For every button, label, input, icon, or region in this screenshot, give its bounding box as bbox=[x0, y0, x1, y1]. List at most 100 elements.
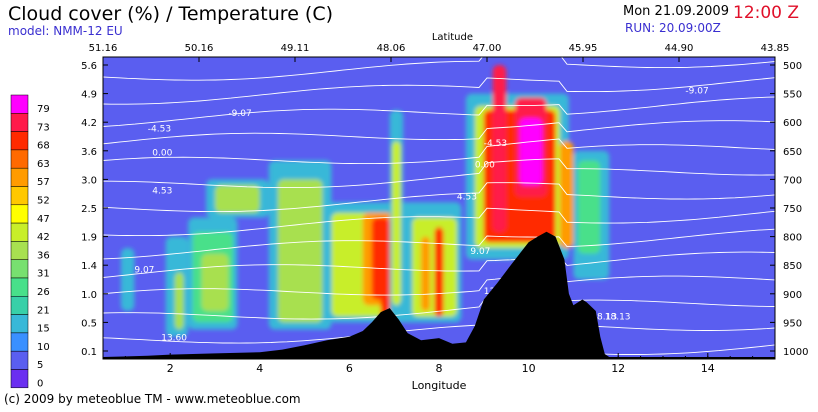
y-tick-label: 3.6 bbox=[81, 147, 97, 158]
x-tick-label: 6 bbox=[346, 362, 353, 375]
cloud-field bbox=[120, 65, 610, 337]
legend-swatch bbox=[10, 332, 29, 352]
legend-swatch bbox=[10, 167, 29, 187]
isotherm-line bbox=[103, 96, 775, 127]
legend-label: 0 bbox=[37, 379, 43, 390]
copyright-footer: (c) 2009 by meteoblue TM - www.meteoblue… bbox=[4, 392, 301, 406]
legend-swatch bbox=[10, 186, 29, 206]
isotherm-label: -4.53 bbox=[484, 139, 507, 149]
y2-tick-label: 850 bbox=[783, 261, 802, 272]
x-tick-label: 10 bbox=[522, 362, 536, 375]
legend-swatch bbox=[10, 149, 29, 169]
x2-tick-label: 47.00 bbox=[473, 43, 502, 54]
x2-axis-label: Latitude bbox=[432, 32, 473, 43]
x2-tick-label: 44.90 bbox=[665, 43, 694, 54]
legend-swatch bbox=[10, 314, 29, 334]
x-tick-label: 12 bbox=[611, 362, 625, 375]
legend-swatch bbox=[10, 277, 29, 297]
y-tick-label: 1.0 bbox=[81, 290, 97, 301]
y-tick-label: 0.1 bbox=[81, 347, 97, 358]
legend-label: 73 bbox=[37, 122, 50, 133]
cloud-cell bbox=[371, 217, 390, 300]
cloud-cell bbox=[215, 185, 260, 213]
isotherm-line bbox=[103, 57, 775, 81]
legend-swatch bbox=[10, 259, 29, 279]
isotherm-line bbox=[103, 272, 775, 296]
legend-swatch bbox=[10, 204, 29, 224]
y-tick-label: 3.0 bbox=[81, 175, 97, 186]
y2-tick-label: 600 bbox=[783, 118, 802, 129]
isotherm-line bbox=[103, 158, 775, 189]
x2-tick-label: 51.16 bbox=[89, 43, 118, 54]
x2-tick-label: 45.95 bbox=[569, 43, 598, 54]
y2-tick-label: 800 bbox=[783, 233, 802, 244]
legend-swatch bbox=[10, 241, 29, 260]
date-label: Mon 21.09.2009 bbox=[623, 4, 729, 19]
isotherm-line bbox=[103, 77, 775, 105]
y-tick-label: 1.4 bbox=[81, 261, 97, 272]
x2-tick-label: 50.16 bbox=[185, 43, 214, 54]
cloud-cell bbox=[519, 118, 543, 186]
time-label: 12:00 Z bbox=[733, 3, 800, 23]
legend-label: 21 bbox=[37, 305, 50, 316]
isotherm-label: -4.53 bbox=[148, 125, 171, 135]
legend-swatch bbox=[10, 350, 29, 370]
cloud-cell bbox=[201, 253, 229, 311]
x2-tick-label: 49.11 bbox=[281, 43, 310, 54]
cloud-cell bbox=[120, 248, 135, 311]
y-tick-label: 4.9 bbox=[81, 90, 97, 101]
y2-tick-label: 900 bbox=[783, 290, 802, 301]
legend-label: 26 bbox=[37, 287, 50, 298]
legend-label: 31 bbox=[37, 269, 50, 280]
model-label: model: NMM-12 EU bbox=[8, 24, 123, 38]
legend-swatch bbox=[10, 222, 29, 242]
isotherm-label: 0.00 bbox=[152, 149, 172, 159]
legend-label: 63 bbox=[37, 159, 50, 170]
isotherm-label: 4.53 bbox=[152, 187, 172, 197]
isotherm-line bbox=[103, 120, 775, 145]
y2-tick-label: 550 bbox=[783, 90, 802, 101]
legend-label: 36 bbox=[37, 250, 50, 261]
isotherm-label: 18.13 bbox=[591, 313, 617, 323]
y2-tick-label: 700 bbox=[783, 175, 802, 186]
axes-layer: 2 4 6 8 10 12 14 Longitude 51.16 50.16 49.11 48.06 4… bbox=[81, 32, 808, 392]
y-tick-label: 5.6 bbox=[81, 61, 97, 72]
x-tick-label: 14 bbox=[701, 362, 715, 375]
legend-layer: 79 73 68 63 57 52 47 42 36 31 26 21 15 10 5 0 bbox=[10, 94, 50, 390]
isotherm-line bbox=[103, 182, 775, 213]
legend-label: 57 bbox=[37, 177, 50, 188]
isotherm-line bbox=[103, 138, 775, 165]
cloud-cell bbox=[391, 141, 401, 306]
isotherm-label: -9.07 bbox=[685, 87, 708, 97]
x2-tick-label: 48.06 bbox=[377, 43, 406, 54]
y2-tick-label: 500 bbox=[783, 61, 802, 72]
cloud-cell bbox=[421, 236, 431, 311]
x-tick-label: 4 bbox=[256, 362, 263, 375]
isotherm-label: -9.07 bbox=[228, 109, 251, 119]
y-tick-label: 0.5 bbox=[81, 318, 97, 329]
isotherm-label: 13.60 bbox=[161, 333, 187, 343]
isotherm-label: 9.07 bbox=[470, 247, 490, 257]
isotherm-line bbox=[103, 313, 775, 344]
legend-label: 52 bbox=[37, 196, 50, 207]
isotherm-label: 4.53 bbox=[457, 192, 477, 202]
legend-label: 68 bbox=[37, 141, 50, 152]
y2-tick-label: 1000 bbox=[783, 347, 808, 358]
y-tick-label: 2.5 bbox=[81, 204, 97, 215]
y2-tick-label: 650 bbox=[783, 147, 802, 158]
x2-tick-label: 43.85 bbox=[761, 43, 790, 54]
legend-swatch bbox=[10, 94, 29, 114]
isotherm-label: 18.13 bbox=[605, 313, 631, 323]
run-label: RUN: 20.09:00Z bbox=[625, 21, 721, 35]
legend-label: 79 bbox=[37, 104, 50, 115]
isotherm-line bbox=[103, 290, 775, 320]
legend-label: 10 bbox=[37, 342, 50, 353]
y2-tick-label: 750 bbox=[783, 204, 802, 215]
cloud-cell bbox=[277, 179, 323, 323]
legend-label: 15 bbox=[37, 324, 50, 335]
legend-label: 42 bbox=[37, 232, 50, 243]
x-tick-label: 2 bbox=[167, 362, 174, 375]
x-axis-label: Longitude bbox=[412, 379, 467, 392]
isotherm-line bbox=[103, 207, 775, 237]
isotherm-label: 9.07 bbox=[134, 265, 154, 275]
